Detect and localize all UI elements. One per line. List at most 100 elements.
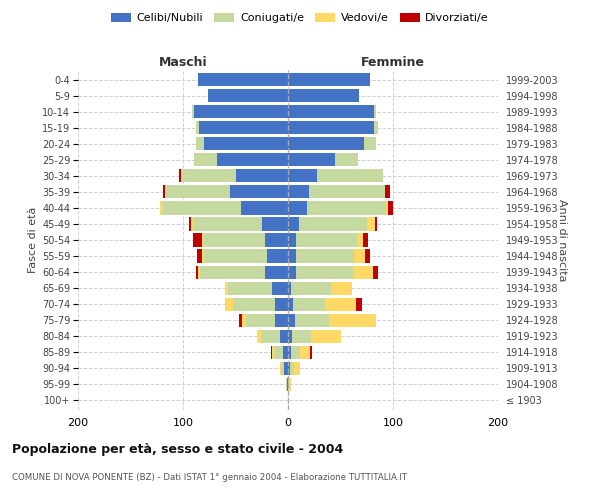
Bar xyxy=(165,186,230,198)
Bar xyxy=(196,121,199,134)
Bar xyxy=(204,234,265,246)
Bar xyxy=(296,234,358,246)
Bar xyxy=(365,250,370,262)
Bar xyxy=(257,330,260,343)
Bar xyxy=(204,137,288,150)
Bar xyxy=(163,186,165,198)
Bar xyxy=(362,234,368,246)
Bar xyxy=(281,362,284,375)
Bar xyxy=(197,250,202,262)
Bar xyxy=(331,282,352,294)
Text: Popolazione per età, sesso e stato civile - 2004: Popolazione per età, sesso e stato civil… xyxy=(12,442,343,456)
Bar xyxy=(388,202,393,214)
Bar xyxy=(271,346,272,359)
Bar xyxy=(202,234,204,246)
Bar xyxy=(335,153,358,166)
Bar xyxy=(299,346,310,359)
Text: Maschi: Maschi xyxy=(158,56,208,69)
Bar xyxy=(295,362,299,375)
Bar xyxy=(288,218,299,230)
Bar xyxy=(193,218,262,230)
Bar xyxy=(230,186,288,198)
Bar xyxy=(235,170,288,182)
Bar xyxy=(193,105,288,118)
Bar xyxy=(202,250,204,262)
Bar xyxy=(196,266,198,278)
Bar xyxy=(228,282,272,294)
Bar xyxy=(160,202,162,214)
Bar xyxy=(374,105,376,118)
Bar xyxy=(265,234,288,246)
Bar xyxy=(288,234,296,246)
Bar xyxy=(374,121,379,134)
Bar xyxy=(179,170,181,182)
Bar xyxy=(375,218,377,230)
Bar xyxy=(204,250,267,262)
Bar xyxy=(275,298,288,310)
Bar xyxy=(292,330,311,343)
Bar xyxy=(290,362,295,375)
Y-axis label: Fasce di età: Fasce di età xyxy=(28,207,38,273)
Bar xyxy=(288,105,374,118)
Text: COMUNE DI NOVA PONENTE (BZ) - Dati ISTAT 1° gennaio 2004 - Elaborazione TUTTITAL: COMUNE DI NOVA PONENTE (BZ) - Dati ISTAT… xyxy=(12,472,407,482)
Bar xyxy=(288,153,335,166)
Bar xyxy=(286,378,287,391)
Bar xyxy=(239,314,242,327)
Bar xyxy=(196,137,204,150)
Bar xyxy=(288,73,370,86)
Bar xyxy=(191,218,193,230)
Bar xyxy=(162,202,241,214)
Bar xyxy=(280,330,288,343)
Bar xyxy=(288,314,295,327)
Bar xyxy=(288,346,291,359)
Bar xyxy=(217,153,288,166)
Bar xyxy=(296,250,354,262)
Bar xyxy=(385,186,390,198)
Bar xyxy=(364,137,376,150)
Bar xyxy=(293,298,325,310)
Bar xyxy=(367,218,375,230)
Bar xyxy=(241,202,288,214)
Bar xyxy=(288,186,309,198)
Bar xyxy=(296,266,354,278)
Bar xyxy=(288,250,296,262)
Bar xyxy=(246,314,275,327)
Bar xyxy=(193,153,217,166)
Bar xyxy=(199,121,288,134)
Bar xyxy=(358,234,362,246)
Bar xyxy=(272,282,288,294)
Bar xyxy=(309,186,385,198)
Bar xyxy=(291,282,331,294)
Bar xyxy=(288,282,291,294)
Bar xyxy=(267,250,288,262)
Bar xyxy=(208,89,288,102)
Bar xyxy=(354,266,373,278)
Bar xyxy=(181,170,235,182)
Bar xyxy=(373,266,379,278)
Bar xyxy=(288,362,290,375)
Bar xyxy=(288,137,364,150)
Bar xyxy=(288,298,293,310)
Bar xyxy=(289,378,291,391)
Y-axis label: Anni di nascita: Anni di nascita xyxy=(557,198,567,281)
Bar xyxy=(354,250,365,262)
Text: Femmine: Femmine xyxy=(361,56,425,69)
Bar xyxy=(262,218,288,230)
Bar xyxy=(317,170,383,182)
Bar xyxy=(242,314,246,327)
Bar xyxy=(275,314,288,327)
Bar xyxy=(280,362,281,375)
Bar xyxy=(198,73,288,86)
Bar xyxy=(288,330,292,343)
Bar xyxy=(233,298,275,310)
Bar xyxy=(190,218,191,230)
Bar xyxy=(274,346,283,359)
Bar xyxy=(288,89,359,102)
Bar xyxy=(310,346,312,359)
Bar xyxy=(356,298,361,310)
Bar xyxy=(288,202,307,214)
Bar xyxy=(307,202,386,214)
Bar xyxy=(311,330,341,343)
Bar xyxy=(193,234,202,246)
Bar xyxy=(291,346,299,359)
